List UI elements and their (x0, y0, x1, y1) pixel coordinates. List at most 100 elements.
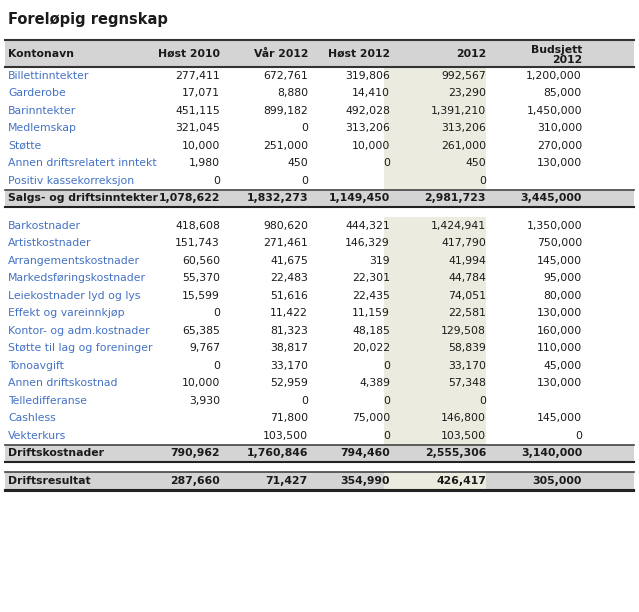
Text: 57,348: 57,348 (448, 378, 486, 388)
Text: Telledifferanse: Telledifferanse (8, 396, 87, 406)
Text: Annen driftsrelatert inntekt: Annen driftsrelatert inntekt (8, 159, 157, 168)
Text: 11,159: 11,159 (352, 308, 390, 318)
Text: Arrangementskostnader: Arrangementskostnader (8, 256, 140, 266)
Text: 0: 0 (479, 396, 486, 406)
Text: Artistkostnader: Artistkostnader (8, 238, 91, 248)
Text: 130,000: 130,000 (537, 378, 582, 388)
Text: 145,000: 145,000 (537, 413, 582, 424)
Text: 22,301: 22,301 (352, 273, 390, 283)
Text: 71,427: 71,427 (266, 476, 308, 486)
Text: 0: 0 (383, 159, 390, 168)
Text: 0: 0 (301, 176, 308, 186)
Text: 44,784: 44,784 (448, 273, 486, 283)
Text: 310,000: 310,000 (537, 123, 582, 133)
Text: 52,959: 52,959 (270, 378, 308, 388)
Text: 11,422: 11,422 (270, 308, 308, 318)
Text: Barinntekter: Barinntekter (8, 106, 76, 116)
Text: 319,806: 319,806 (345, 71, 390, 81)
Text: 270,000: 270,000 (537, 141, 582, 151)
Text: 80,000: 80,000 (544, 291, 582, 300)
Text: Høst 2010: Høst 2010 (158, 49, 220, 59)
Text: 1,391,210: 1,391,210 (431, 106, 486, 116)
Bar (384, 67, 486, 190)
Text: 0: 0 (383, 396, 390, 406)
Text: 95,000: 95,000 (544, 273, 582, 283)
Text: Salgs- og driftsinntekter: Salgs- og driftsinntekter (8, 193, 158, 203)
Text: 1,350,000: 1,350,000 (527, 221, 582, 231)
Text: 319: 319 (369, 256, 390, 266)
Text: 33,170: 33,170 (270, 360, 308, 371)
Text: Kontor- og adm.kostnader: Kontor- og adm.kostnader (8, 326, 150, 336)
Text: Medlemskap: Medlemskap (8, 123, 77, 133)
Text: 1,832,273: 1,832,273 (247, 193, 308, 203)
Text: 10,000: 10,000 (181, 141, 220, 151)
Text: 22,483: 22,483 (270, 273, 308, 283)
Text: 277,411: 277,411 (175, 71, 220, 81)
Text: 151,743: 151,743 (175, 238, 220, 248)
Text: 271,461: 271,461 (263, 238, 308, 248)
Text: 0: 0 (301, 123, 308, 133)
Text: 15,599: 15,599 (182, 291, 220, 300)
Text: Positiv kassekorreksjon: Positiv kassekorreksjon (8, 176, 134, 186)
Text: 14,410: 14,410 (352, 88, 390, 99)
Bar (5, 444, 634, 462)
Text: 418,608: 418,608 (175, 221, 220, 231)
Text: 0: 0 (479, 176, 486, 186)
Text: 261,000: 261,000 (441, 141, 486, 151)
Text: Vekterkurs: Vekterkurs (8, 431, 66, 441)
Bar (5, 41, 634, 67)
Text: 41,994: 41,994 (448, 256, 486, 266)
Text: 450: 450 (288, 159, 308, 168)
Text: 1,980: 1,980 (189, 159, 220, 168)
Text: 451,115: 451,115 (175, 106, 220, 116)
Text: 51,616: 51,616 (270, 291, 308, 300)
Text: 0: 0 (213, 176, 220, 186)
Text: 1,760,846: 1,760,846 (247, 448, 308, 458)
Text: 74,051: 74,051 (448, 291, 486, 300)
Text: 750,000: 750,000 (537, 238, 582, 248)
Text: 313,206: 313,206 (345, 123, 390, 133)
Text: 45,000: 45,000 (544, 360, 582, 371)
Text: 450: 450 (465, 159, 486, 168)
Text: 251,000: 251,000 (263, 141, 308, 151)
Text: 321,045: 321,045 (175, 123, 220, 133)
Text: 1,200,000: 1,200,000 (527, 71, 582, 81)
Text: 426,417: 426,417 (436, 476, 486, 486)
Text: 20,022: 20,022 (352, 343, 390, 353)
Text: 980,620: 980,620 (263, 221, 308, 231)
Text: 794,460: 794,460 (340, 448, 390, 458)
Text: 4,389: 4,389 (359, 378, 390, 388)
Text: 1,078,622: 1,078,622 (158, 193, 220, 203)
Text: 444,321: 444,321 (345, 221, 390, 231)
Text: 103,500: 103,500 (441, 431, 486, 441)
Text: 790,962: 790,962 (171, 448, 220, 458)
Text: Garderobe: Garderobe (8, 88, 66, 99)
Text: 0: 0 (213, 308, 220, 318)
Text: 48,185: 48,185 (352, 326, 390, 336)
Text: 81,323: 81,323 (270, 326, 308, 336)
Text: 38,817: 38,817 (270, 343, 308, 353)
Text: 22,435: 22,435 (352, 291, 390, 300)
Text: 60,560: 60,560 (182, 256, 220, 266)
Text: 287,660: 287,660 (170, 476, 220, 486)
Text: Støtte: Støtte (8, 141, 42, 151)
Text: 10,000: 10,000 (181, 378, 220, 388)
Text: 146,800: 146,800 (441, 413, 486, 424)
Text: Foreløpig regnskap: Foreløpig regnskap (8, 12, 168, 27)
Text: 130,000: 130,000 (537, 159, 582, 168)
Text: 146,329: 146,329 (345, 238, 390, 248)
Text: 33,170: 33,170 (448, 360, 486, 371)
Text: Vår 2012: Vår 2012 (254, 49, 308, 59)
Text: 75,000: 75,000 (351, 413, 390, 424)
Text: 9,767: 9,767 (189, 343, 220, 353)
Text: 3,930: 3,930 (189, 396, 220, 406)
Text: 103,500: 103,500 (263, 431, 308, 441)
Bar (384, 217, 486, 444)
Text: 160,000: 160,000 (537, 326, 582, 336)
Text: Cashless: Cashless (8, 413, 56, 424)
Text: 899,182: 899,182 (263, 106, 308, 116)
Text: 417,790: 417,790 (441, 238, 486, 248)
Text: 2,555,306: 2,555,306 (425, 448, 486, 458)
Bar (5, 217, 634, 444)
Text: 2012: 2012 (456, 49, 486, 59)
